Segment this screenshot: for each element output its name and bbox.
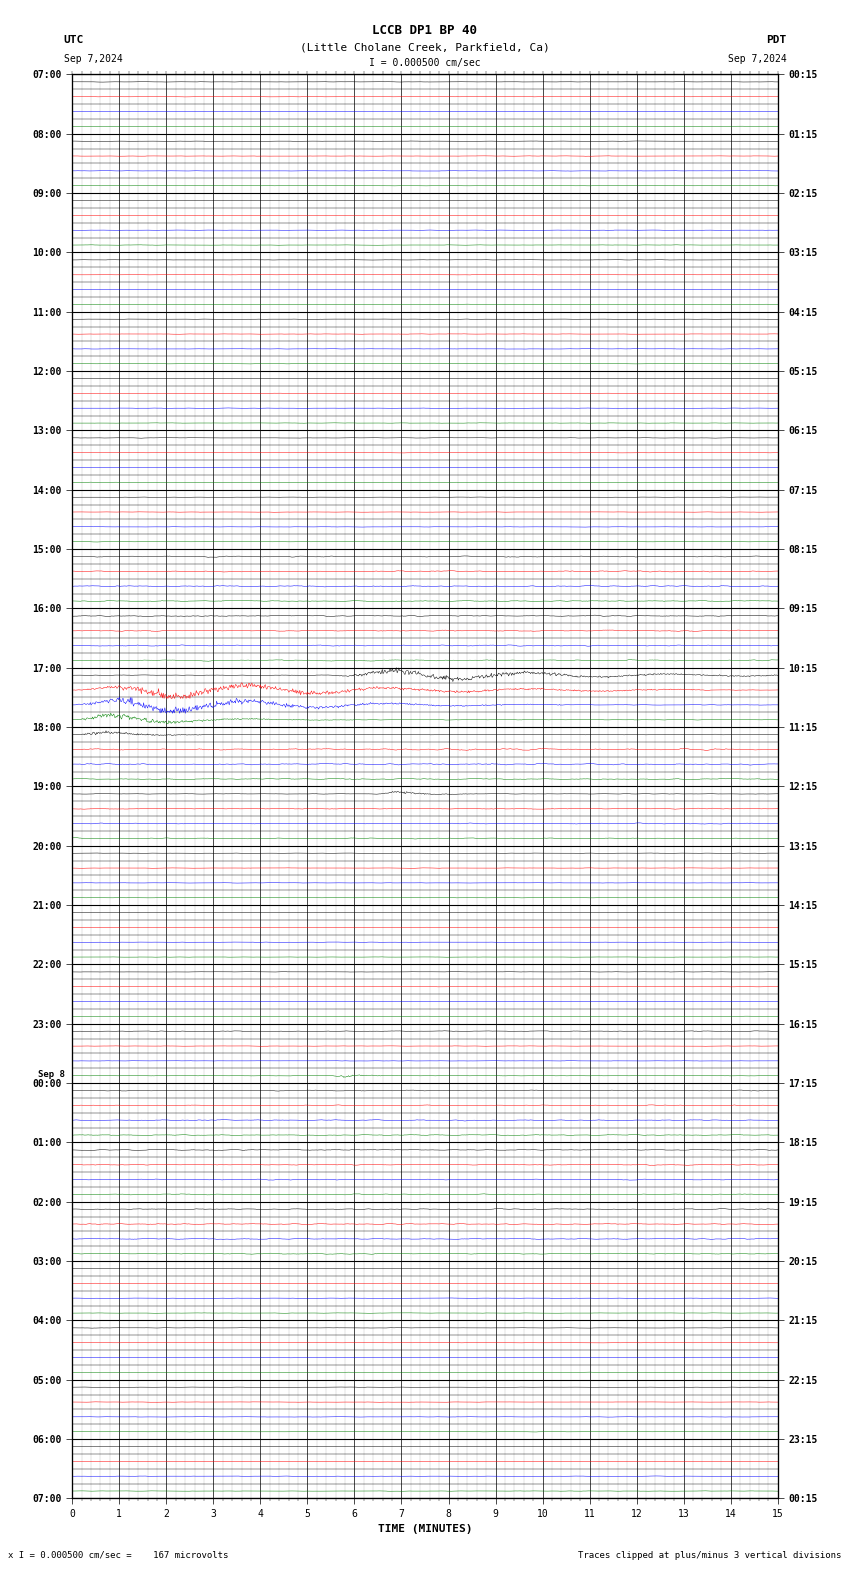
Text: LCCB DP1 BP 40: LCCB DP1 BP 40 [372,24,478,36]
Text: Sep 7,2024: Sep 7,2024 [64,54,122,63]
Text: UTC: UTC [64,35,84,44]
Text: I = 0.000500 cm/sec: I = 0.000500 cm/sec [369,59,481,68]
Text: Traces clipped at plus/minus 3 vertical divisions: Traces clipped at plus/minus 3 vertical … [578,1551,842,1560]
Text: (Little Cholane Creek, Parkfield, Ca): (Little Cholane Creek, Parkfield, Ca) [300,43,550,52]
Text: PDT: PDT [766,35,786,44]
Text: Sep 7,2024: Sep 7,2024 [728,54,786,63]
X-axis label: TIME (MINUTES): TIME (MINUTES) [377,1524,473,1535]
Text: Sep 8: Sep 8 [38,1069,65,1079]
Text: x I = 0.000500 cm/sec =    167 microvolts: x I = 0.000500 cm/sec = 167 microvolts [8,1551,229,1560]
